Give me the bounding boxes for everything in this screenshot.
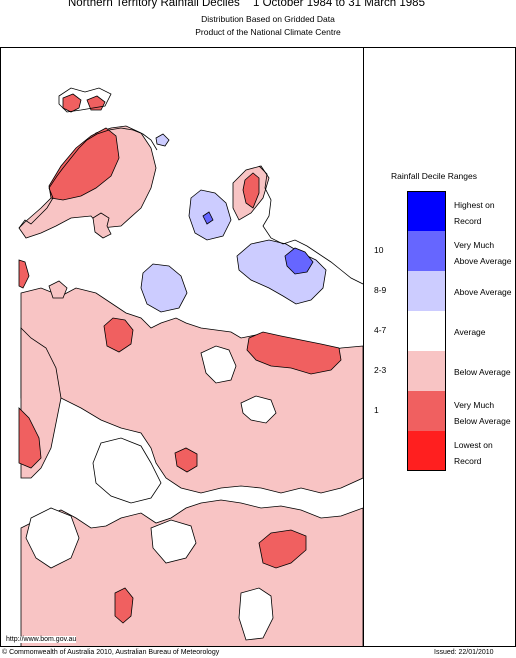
above-region-west-central	[140, 263, 188, 313]
average-hole-1	[200, 345, 237, 384]
legend-label: Above Average	[454, 287, 512, 297]
legend-item-above: 8-9 Above Average	[364, 271, 516, 311]
rainfall-map-svg	[18, 87, 363, 646]
very-much-below-regions	[18, 93, 342, 624]
legend-item-very-much-below: 1 Very Much Below Average	[364, 391, 516, 431]
very-below-south	[114, 587, 134, 624]
legend-item-below: 2-3 Below Average	[364, 351, 516, 391]
coastline-east	[258, 165, 363, 285]
above-average-regions	[140, 133, 327, 313]
very-below-west-edge	[18, 407, 42, 469]
legend-swatch-lowest	[407, 431, 446, 471]
very-below-west-tip	[18, 259, 30, 289]
issued-date: Issued: 22/01/2010	[434, 649, 494, 656]
legend-item-lowest: Lowest on Record	[364, 431, 516, 471]
very-above-small	[202, 211, 214, 225]
legend-label: Highest on Record	[454, 200, 495, 226]
legend-code: 10	[374, 245, 384, 255]
map-subtitle-2: Product of the National Climate Centre	[195, 27, 341, 37]
very-below-east	[246, 331, 342, 375]
legend-item-average: 4-7 Average	[364, 311, 516, 351]
map-title: Northern Territory Rainfall Deciles	[68, 0, 240, 9]
average-holes	[25, 345, 277, 641]
very-below-southeast	[258, 529, 307, 569]
legend-code: 2-3	[374, 365, 387, 375]
coastline-north	[18, 127, 158, 229]
average-hole-4	[25, 507, 80, 569]
legend-code: 1	[374, 405, 379, 415]
legend-swatch-very-much-below	[407, 391, 446, 431]
legend-code: 8-9	[374, 285, 387, 295]
bom-website-link[interactable]: http://www.bom.gov.au	[6, 636, 77, 643]
very-below-mid-south	[174, 447, 198, 473]
legend-label: Below Average	[454, 367, 511, 377]
legend-label: Very Much Above Average	[454, 240, 512, 266]
average-hole-6	[238, 587, 274, 641]
very-above-east	[284, 247, 314, 275]
legend-item-highest: Highest on Record	[364, 191, 516, 231]
copyright-text: © Commonwealth of Australia 2010, Austra…	[2, 649, 220, 656]
rainfall-map	[0, 47, 364, 647]
below-region-small-2	[48, 280, 68, 299]
legend-swatch-below	[407, 351, 446, 391]
map-period: 1 October 1984 to 31 March 1985	[253, 0, 425, 9]
legend-swatch-highest	[407, 191, 446, 231]
very-below-islands-1	[62, 93, 82, 113]
legend-swatch-average	[407, 311, 446, 351]
legend-item-very-much-above: 10 Very Much Above Average	[364, 231, 516, 271]
average-hole-3	[92, 437, 162, 504]
legend-swatch-very-much-above	[407, 231, 446, 271]
average-hole-5	[150, 519, 197, 564]
legend-panel: Rainfall Decile Ranges Highest on Record…	[363, 47, 516, 647]
legend-code: 4-7	[374, 325, 387, 335]
legend-label: Very Much Below Average	[454, 400, 511, 426]
map-subtitle-1: Distribution Based on Gridded Data	[201, 14, 335, 24]
coastline-islands	[58, 87, 112, 113]
below-region-small-1	[92, 212, 112, 239]
legend-label: Lowest on Record	[454, 440, 493, 466]
above-region-small-top	[155, 133, 170, 147]
legend-swatch-above	[407, 271, 446, 311]
very-below-northwest	[48, 127, 120, 201]
very-much-above-regions	[202, 211, 314, 275]
legend-label: Average	[454, 327, 486, 337]
coastline	[18, 87, 363, 285]
legend-title: Rainfall Decile Ranges	[391, 171, 477, 181]
very-below-central-1	[103, 317, 134, 353]
average-hole-2	[240, 395, 277, 424]
very-below-east-coast	[242, 172, 260, 209]
